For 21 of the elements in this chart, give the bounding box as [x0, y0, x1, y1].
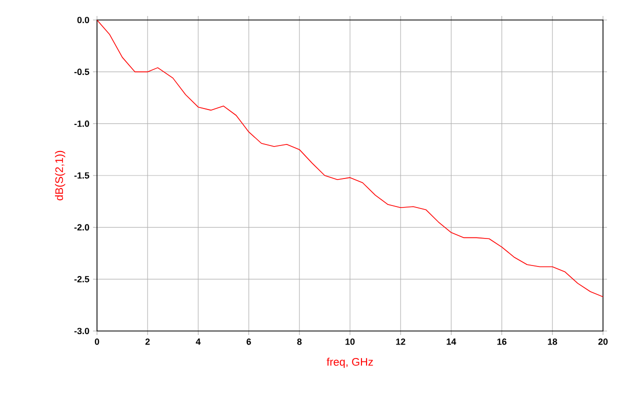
y-tick-label: -1.5 [74, 172, 90, 179]
x-axis-title: freq, GHz [326, 358, 373, 368]
y-tick-label: -1.0 [74, 120, 90, 127]
line-series [97, 20, 604, 298]
y-axis-title: dB(S(2,1)) [54, 150, 66, 200]
y-tick-label: 0.0 [77, 16, 90, 24]
x-tick-label: 16 [497, 338, 506, 345]
x-tick-label: 14 [446, 338, 456, 345]
y-tick-label: -2.5 [74, 276, 90, 282]
x-tick-label: 0 [94, 338, 100, 345]
x-tick-label: 18 [548, 338, 558, 345]
x-tick-label: 10 [346, 338, 355, 345]
x-tick-label: 6 [246, 338, 251, 345]
x-tick-label: 2 [145, 338, 150, 345]
x-tick-label: 8 [297, 338, 302, 345]
x-tick-label: 12 [396, 338, 406, 345]
x-tick-label: 20 [598, 338, 608, 345]
y-tick-label: -3.0 [74, 328, 90, 334]
x-tick-label: 4 [196, 338, 201, 345]
y-tick-label: -0.5 [74, 68, 90, 76]
y-tick-label: -2.0 [74, 224, 90, 231]
